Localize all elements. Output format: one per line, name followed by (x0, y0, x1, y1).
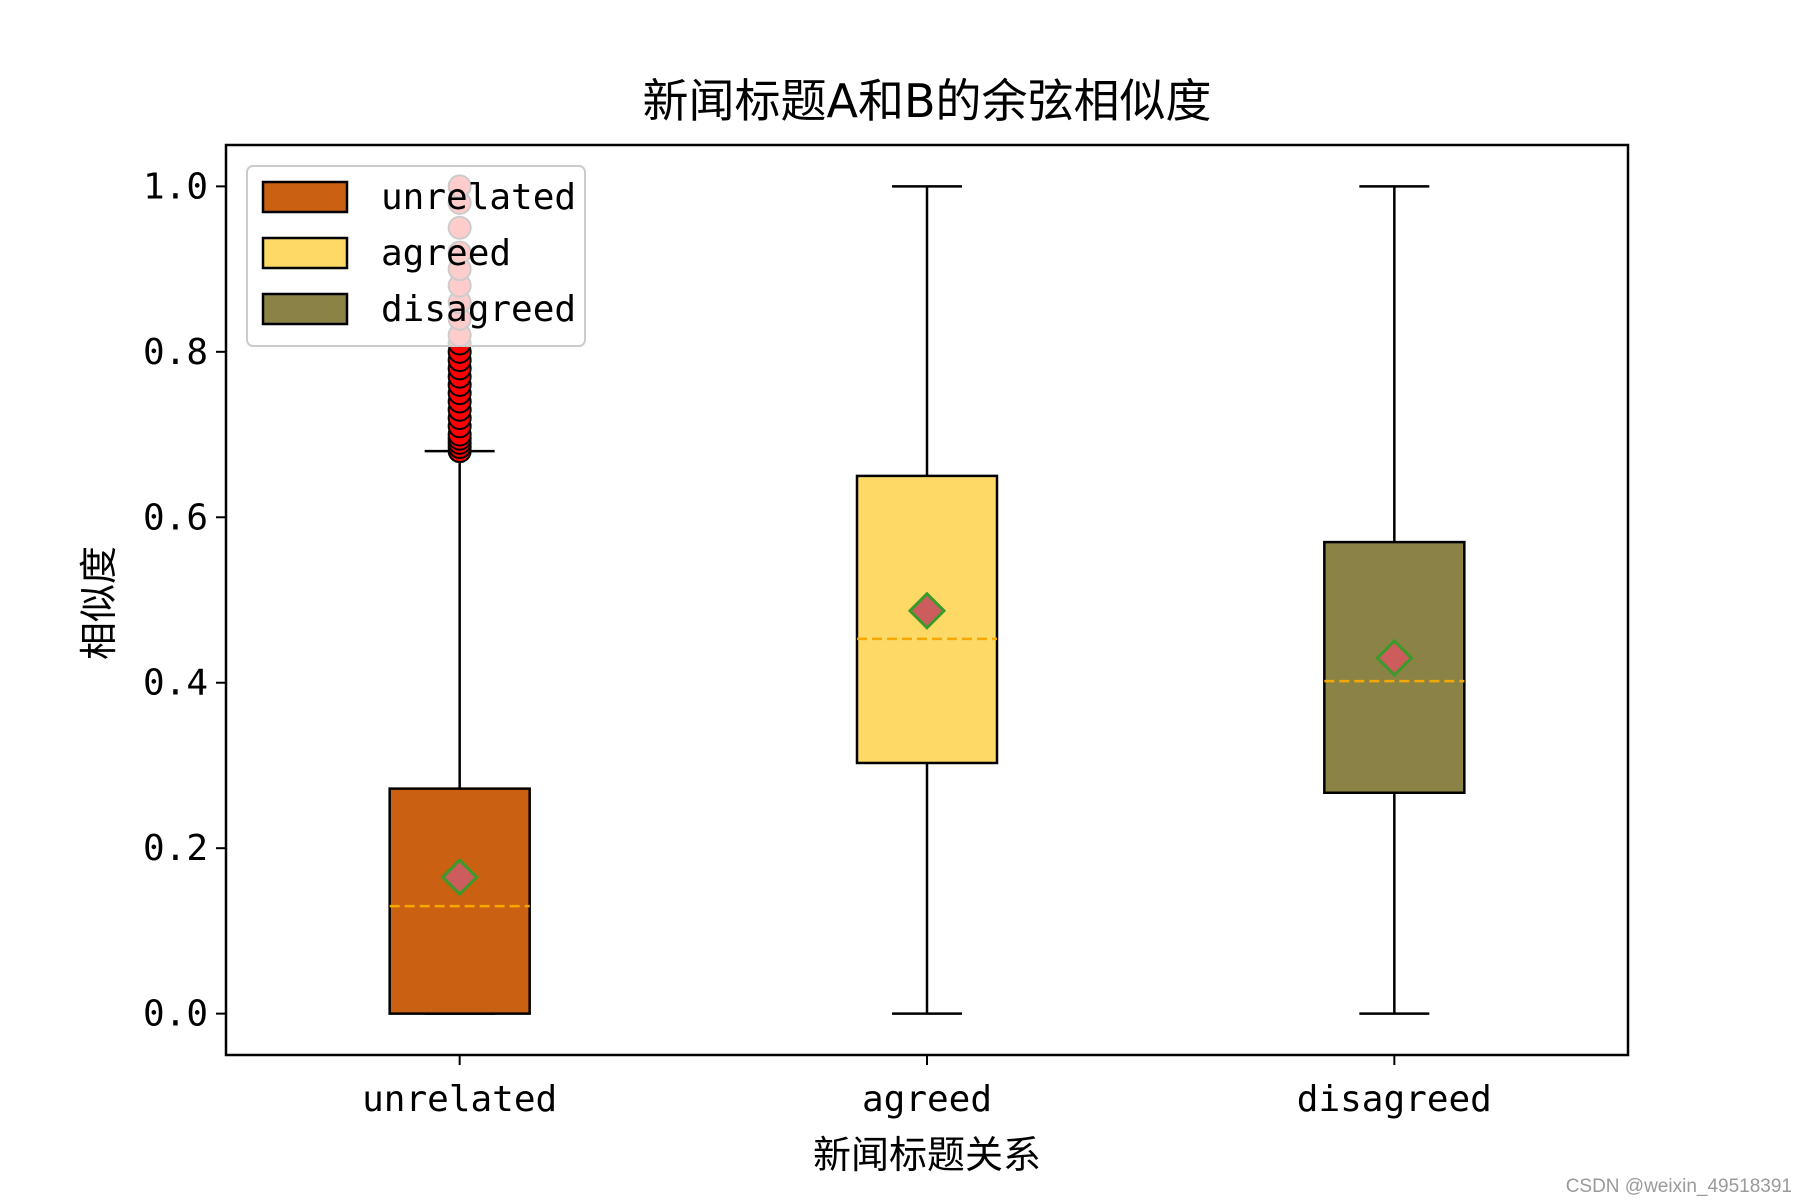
legend-swatch-unrelated (261, 180, 349, 214)
box-body (388, 787, 531, 1015)
x-tick-label: agreed (862, 1079, 992, 1120)
box-disagreed (1323, 185, 1466, 1015)
plot-area: 0.0 0.2 0.4 0.6 0.8 1.0 unrelated agreed disagre… (143, 143, 1630, 1120)
legend-label-disagreed: disagreed (381, 289, 576, 330)
legend-label-unrelated: unrelated (381, 177, 576, 218)
watermark-text: CSDN @weixin_49518391 (1566, 1176, 1792, 1197)
x-tick-label: unrelated (362, 1079, 557, 1120)
y-axis-label: 相似度 (77, 546, 121, 660)
box-agreed (855, 185, 999, 1015)
legend-label-agreed: agreed (381, 233, 511, 274)
y-tick-label: 0.8 (143, 332, 208, 373)
y-tick-label: 0.2 (143, 828, 208, 869)
mean-marker (1375, 638, 1414, 678)
x-tick-label: disagreed (1297, 1079, 1492, 1120)
legend-swatch-disagreed (261, 292, 349, 326)
y-tick-label: 1.0 (143, 166, 208, 207)
y-tick-label: 0.6 (143, 497, 208, 538)
chart-title: 新闻标题A和B的余弦相似度 (642, 74, 1211, 128)
mean-marker (907, 591, 947, 630)
y-tick-label: 0.4 (143, 663, 208, 704)
legend: unrelated agreed disagreed (246, 165, 586, 347)
mean-marker (440, 858, 479, 897)
legend-swatch-agreed (261, 236, 349, 270)
y-tick-label: 0.0 (143, 994, 208, 1035)
x-axis-label: 新闻标题关系 (813, 1133, 1041, 1177)
